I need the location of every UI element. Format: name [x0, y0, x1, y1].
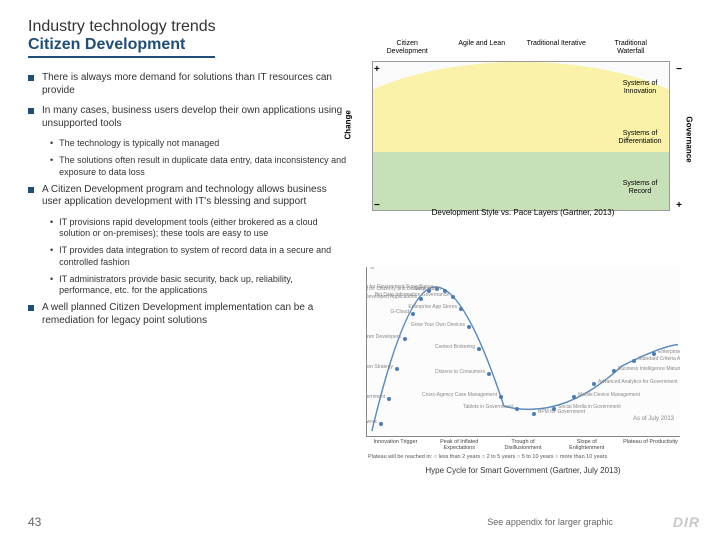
- col-label: Traditional Iterative: [526, 40, 586, 55]
- hype-dot: [552, 407, 556, 411]
- bullet-marker: •: [50, 274, 53, 297]
- bullet-text: There is always more demand for solution…: [42, 72, 348, 97]
- legend-item: ○ more than 10 years: [554, 454, 608, 460]
- title-line-2: Citizen Development: [28, 36, 215, 58]
- hype-item-label: G-Cloud: [390, 309, 409, 315]
- hype-item-label: Advanced Analytics for Government: [598, 379, 678, 385]
- title-line-1: Industry technology trends: [28, 18, 700, 36]
- hype-dot: [515, 407, 519, 411]
- col-label: Agile and Lean: [452, 40, 512, 55]
- bullet-main: In many cases, business users develop th…: [28, 105, 348, 130]
- wave-chart-area: Systems of Innovation Systems of Differe…: [372, 61, 670, 211]
- col-label: Citizen Development: [377, 40, 437, 55]
- bullet-marker: [28, 75, 34, 81]
- hype-item-label: Enterprise App Stores: [408, 304, 457, 310]
- footer-note: See appendix for larger graphic: [487, 517, 613, 527]
- bullet-text: In many cases, business users develop th…: [42, 105, 348, 130]
- hype-dots: Smart Governance Operating Framework Open…: [367, 267, 680, 436]
- hype-dot: [592, 382, 596, 386]
- hype-item-label: Context Brokering: [435, 344, 475, 350]
- hype-dot: [532, 412, 536, 416]
- pace-layers-chart: Citizen Development Agile and Lean Tradi…: [358, 40, 688, 230]
- hype-dot: [572, 395, 576, 399]
- hype-dot: [499, 395, 503, 399]
- legend-item: ○ 2 to 5 years: [480, 454, 515, 460]
- hype-item-label: Grow Your Own Devices: [411, 322, 465, 328]
- hype-dot: [487, 372, 491, 376]
- slide-footer: 43 See appendix for larger graphic DIR: [0, 514, 720, 530]
- bullet-text: IT administrators provide basic security…: [59, 274, 348, 297]
- bullet-main: A Citizen Development program and techno…: [28, 184, 348, 209]
- hype-dot: [652, 352, 656, 356]
- bullet-sub: • IT provisions rapid development tools (…: [50, 217, 348, 240]
- plateau-legend: Plateau will be reached in: ○ less than …: [368, 454, 678, 460]
- hype-dot: [395, 367, 399, 371]
- bullet-marker: [28, 305, 34, 311]
- hype-item-label: Citizens to Consumers: [435, 369, 485, 375]
- bullet-main: A well planned Citizen Development imple…: [28, 302, 348, 327]
- bullet-sub: • The technology is typically not managed: [50, 138, 348, 149]
- hype-cycle-chart: Smart Governance Operating Framework Open…: [358, 267, 688, 475]
- layer-label-innovation: Systems of Innovation: [615, 80, 665, 95]
- left-axis-label: Change: [344, 110, 353, 139]
- layer-label-diff: Systems of Differentiation: [615, 130, 665, 145]
- bullet-marker: [28, 108, 34, 114]
- bullet-text: The solutions often result in duplicate …: [59, 155, 348, 178]
- hype-item-label: Tablets in Government: [463, 404, 513, 410]
- hype-x-labels: Innovation Trigger Peak of Inflated Expe…: [368, 439, 678, 451]
- hype-item-label: Pace-Layered Application Strategy: [366, 364, 393, 370]
- bullet-list: There is always more demand for solution…: [28, 72, 348, 540]
- hype-item-label: Cross-Agency Case Management: [422, 392, 497, 398]
- bullet-marker: •: [50, 155, 53, 178]
- col-label: Traditional Waterfall: [601, 40, 661, 55]
- bullet-text: IT provisions rapid development tools (e…: [59, 217, 348, 240]
- legend-item: ○ less than 2 years: [434, 454, 480, 460]
- hype-dot: [632, 359, 636, 363]
- hype-dot: [411, 312, 415, 316]
- y-axis-label: expectations: [370, 267, 376, 269]
- hype-dot: [612, 369, 616, 373]
- bullet-sub: • IT administrators provide basic securit…: [50, 274, 348, 297]
- legend-item: ○ 5 to 10 years: [515, 454, 553, 460]
- hype-dot: [387, 397, 391, 401]
- hype-dot: [403, 337, 407, 341]
- hype-item-label: Mobile Device Management: [578, 392, 640, 398]
- bullet-marker: •: [50, 245, 53, 268]
- logo: DIR: [673, 514, 700, 530]
- hype-item-label: Open-Source Technologies for Government: [366, 394, 385, 400]
- hype-item-label: Social Media in Government: [558, 404, 621, 410]
- hype-item-label: Citizen Developers: [366, 334, 401, 340]
- hype-item-label: Big Data Information Governance: [375, 292, 449, 298]
- hype-item-label: Standard Criteria Architecture Approach: [638, 356, 680, 362]
- hype-item-label: Smart Governance Operating Framework: [366, 419, 377, 425]
- bullet-text: A Citizen Development program and techno…: [42, 184, 348, 209]
- bullet-sub: • The solutions often result in duplicate…: [50, 155, 348, 178]
- layer-label-record: Systems of Record: [615, 180, 665, 195]
- hype-chart-area: Smart Governance Operating Framework Open…: [366, 267, 680, 437]
- bullet-text: IT provides data integration to system o…: [59, 245, 348, 268]
- bullet-marker: [28, 187, 34, 193]
- page-number: 43: [28, 515, 41, 529]
- as-of-label: As of July 2013: [633, 416, 674, 422]
- bullet-main: There is always more demand for solution…: [28, 72, 348, 97]
- chart-bottom-caption: Hype Cycle for Smart Government (Gartner…: [358, 466, 688, 475]
- bullet-sub: • IT provides data integration to system …: [50, 245, 348, 268]
- hype-dot: [477, 347, 481, 351]
- chart-top-caption: Development Style vs. Pace Layers (Gartn…: [358, 208, 688, 217]
- chart-top-column-labels: Citizen Development Agile and Lean Tradi…: [358, 40, 688, 55]
- hype-dot: [459, 307, 463, 311]
- hype-dot: [451, 295, 455, 299]
- hype-dot: [379, 422, 383, 426]
- bullet-text: The technology is typically not managed: [59, 138, 219, 149]
- right-axis-label: Governance: [684, 116, 693, 162]
- hype-item-label: Enterprise Use of Social Media in Govern…: [658, 349, 680, 355]
- bullet-marker: •: [50, 138, 53, 149]
- bullet-marker: •: [50, 217, 53, 240]
- bullet-text: A well planned Citizen Development imple…: [42, 302, 348, 327]
- hype-dot: [467, 325, 471, 329]
- hype-item-label: Business Intelligence Maturity: [618, 366, 680, 372]
- charts-column: Citizen Development Agile and Lean Tradi…: [358, 72, 700, 540]
